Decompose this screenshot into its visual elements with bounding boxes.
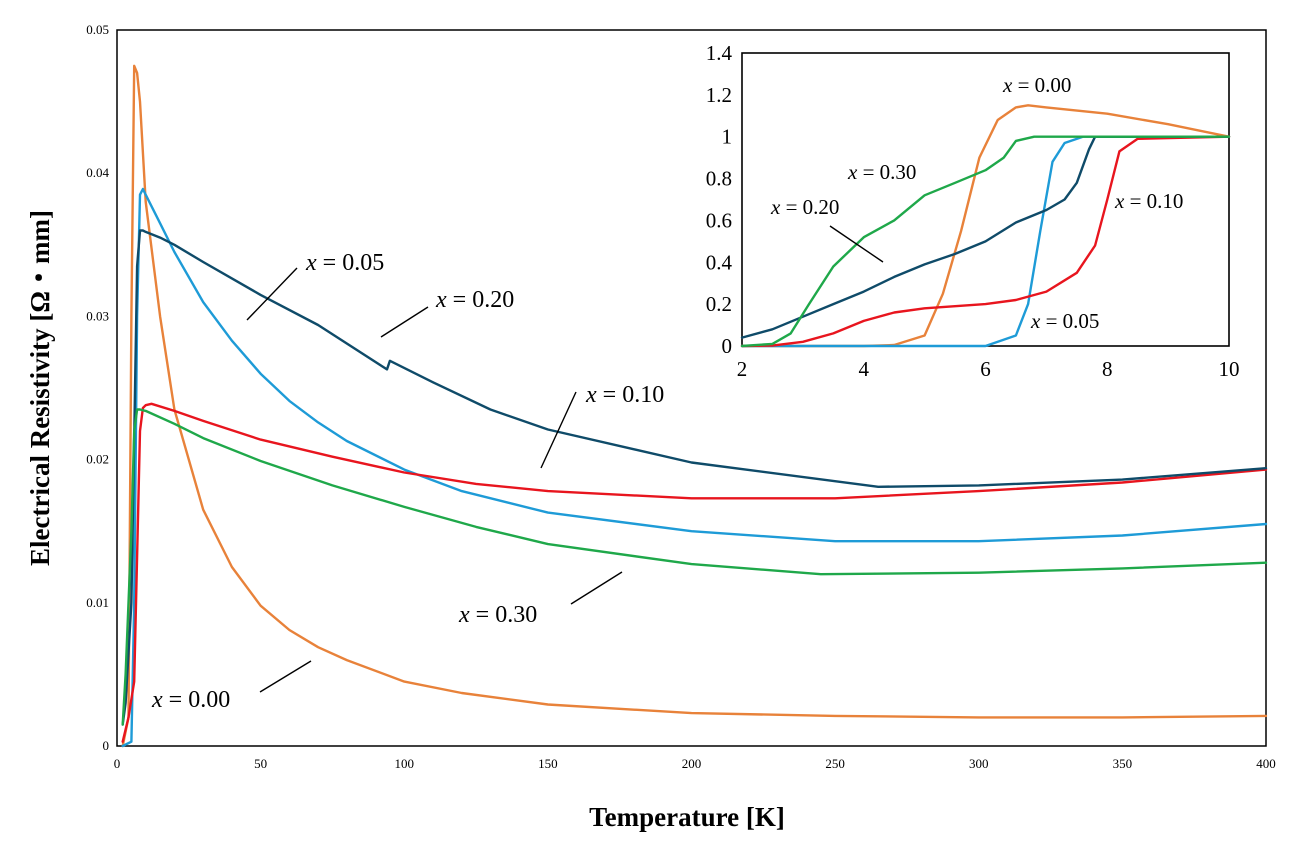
- main-y-tick-label: 0.01: [86, 595, 109, 610]
- svg-text:x = 0.20: x = 0.20: [770, 195, 839, 219]
- inset-y-tick-label: 0.8: [706, 167, 732, 191]
- inset-y-tick-label: 1: [722, 125, 733, 149]
- inset-leader-x020: [829, 225, 884, 263]
- label-value: = 0.00: [163, 687, 231, 713]
- main-series-group: [121, 64, 1268, 748]
- main-series-x-0-30: [121, 408, 1268, 726]
- main-x-tick-label: 50: [254, 756, 267, 771]
- main-y-tick-label: 0.03: [86, 308, 109, 323]
- inset-label-x000: x = 0.00: [1002, 73, 1071, 97]
- label-x030: x = 0.30: [458, 571, 623, 628]
- var-x: x: [1114, 189, 1125, 213]
- inset-y-tick-label: 0: [722, 334, 733, 358]
- inset-x-tick-label: 2: [737, 357, 748, 381]
- inset-y-tick-label: 1.2: [706, 83, 732, 107]
- inset-x-ticks: 2 4 6 8 10: [737, 357, 1240, 381]
- inset-plot-frame: [741, 52, 1230, 347]
- label-x005: x = 0.05: [246, 250, 384, 321]
- label-value: = 0.20: [447, 287, 515, 313]
- svg-text:x = 0.10: x = 0.10: [1114, 189, 1183, 213]
- var-x: x: [1030, 309, 1041, 333]
- inset-y-ticks: 0 0.2 0.4 0.6 0.8 1 1.2 1.4: [706, 41, 733, 358]
- main-y-tick-label: 0: [103, 738, 110, 753]
- main-x-tick-label: 200: [682, 756, 702, 771]
- main-plot-frame: [116, 29, 1267, 747]
- main-x-tick-label: 0: [114, 756, 121, 771]
- leader-line-x030: [570, 571, 623, 605]
- main-series-x-0-10: [121, 402, 1268, 743]
- main-x-tick-label: 300: [969, 756, 989, 771]
- inset-y-tick-label: 0.6: [706, 208, 732, 232]
- label-value: = 0.10: [1124, 189, 1183, 213]
- main-y-tick-label: 0.05: [86, 22, 109, 37]
- main-x-tick-label: 250: [825, 756, 845, 771]
- main-x-tick-label: 350: [1113, 756, 1133, 771]
- main-series-x-0-00: [121, 64, 1268, 748]
- y-axis-title: Electrical Resistivity [Ω・mm]: [25, 210, 55, 566]
- var-x: x: [585, 382, 597, 408]
- var-x: x: [770, 195, 781, 219]
- main-x-tick-label: 400: [1256, 756, 1276, 771]
- svg-text:x = 0.00: x = 0.00: [151, 687, 230, 713]
- var-x: x: [305, 250, 317, 276]
- svg-text:x = 0.10: x = 0.10: [585, 382, 664, 408]
- var-x: x: [1002, 73, 1013, 97]
- inset-series-x-0-30: [740, 135, 1231, 348]
- inset-label-x005: x = 0.05: [1030, 309, 1099, 333]
- inset-label-x020: x = 0.20: [770, 195, 884, 263]
- leader-line-x000: [259, 660, 312, 693]
- inset-y-tick-label: 0.4: [706, 250, 733, 274]
- leader-line-x010: [540, 391, 577, 469]
- svg-text:x = 0.05: x = 0.05: [305, 250, 384, 276]
- label-value: = 0.30: [857, 160, 916, 184]
- inset-plot: 2 4 6 8 10 0 0.2 0.4 0.6 0.8 1 1.2 1.4 x = 0.00 x =…: [706, 41, 1240, 381]
- inset-y-tick-label: 1.4: [706, 41, 733, 65]
- leader-line-x020: [380, 306, 429, 338]
- svg-text:x = 0.20: x = 0.20: [435, 287, 514, 313]
- label-x010: x = 0.10: [540, 382, 664, 469]
- svg-text:x = 0.05: x = 0.05: [1030, 309, 1099, 333]
- label-x000: x = 0.00: [151, 660, 312, 713]
- inset-x-tick-label: 6: [980, 357, 991, 381]
- main-y-tick-label: 0.04: [86, 165, 109, 180]
- label-value: = 0.00: [1012, 73, 1071, 97]
- var-x: x: [847, 160, 858, 184]
- main-y-tick-label: 0.02: [86, 452, 109, 467]
- var-x: x: [458, 602, 470, 628]
- main-x-tick-label: 150: [538, 756, 558, 771]
- inset-x-tick-label: 10: [1219, 357, 1240, 381]
- label-value: = 0.10: [597, 382, 665, 408]
- inset-x-tick-label: 4: [859, 357, 870, 381]
- var-x: x: [435, 287, 447, 313]
- main-series-x-0-20: [121, 229, 1268, 726]
- inset-label-x010: x = 0.10: [1114, 189, 1183, 213]
- svg-text:x = 0.30: x = 0.30: [847, 160, 916, 184]
- main-x-tick-label: 100: [395, 756, 415, 771]
- main-y-ticks: 0 0.01 0.02 0.03 0.04 0.05: [86, 22, 109, 753]
- label-value: = 0.05: [317, 250, 385, 276]
- inset-series-group: [740, 104, 1231, 348]
- inset-x-tick-label: 8: [1102, 357, 1113, 381]
- inset-series-x-0-00: [740, 104, 1231, 348]
- inset-label-x030: x = 0.30: [847, 160, 916, 184]
- main-x-ticks: 0 50 100 150 200 250 300 350 400: [114, 756, 1276, 771]
- main-plot: 0 50 100 150 200 250 300 350 400 00.010.020.030.…: [25, 22, 1276, 832]
- label-value: = 0.05: [1040, 309, 1099, 333]
- var-x: x: [151, 687, 163, 713]
- leader-line-x005: [246, 267, 298, 321]
- x-axis-title: Temperature [K]: [589, 802, 785, 832]
- inset-series-x-0-10: [740, 135, 1231, 348]
- inset-series-x-0-20: [740, 135, 1231, 339]
- label-x020: x = 0.20: [380, 287, 514, 338]
- inset-y-tick-label: 0.2: [706, 292, 732, 316]
- label-value: = 0.30: [470, 602, 538, 628]
- svg-text:x = 0.00: x = 0.00: [1002, 73, 1071, 97]
- label-value: = 0.20: [780, 195, 839, 219]
- svg-text:x = 0.30: x = 0.30: [458, 602, 537, 628]
